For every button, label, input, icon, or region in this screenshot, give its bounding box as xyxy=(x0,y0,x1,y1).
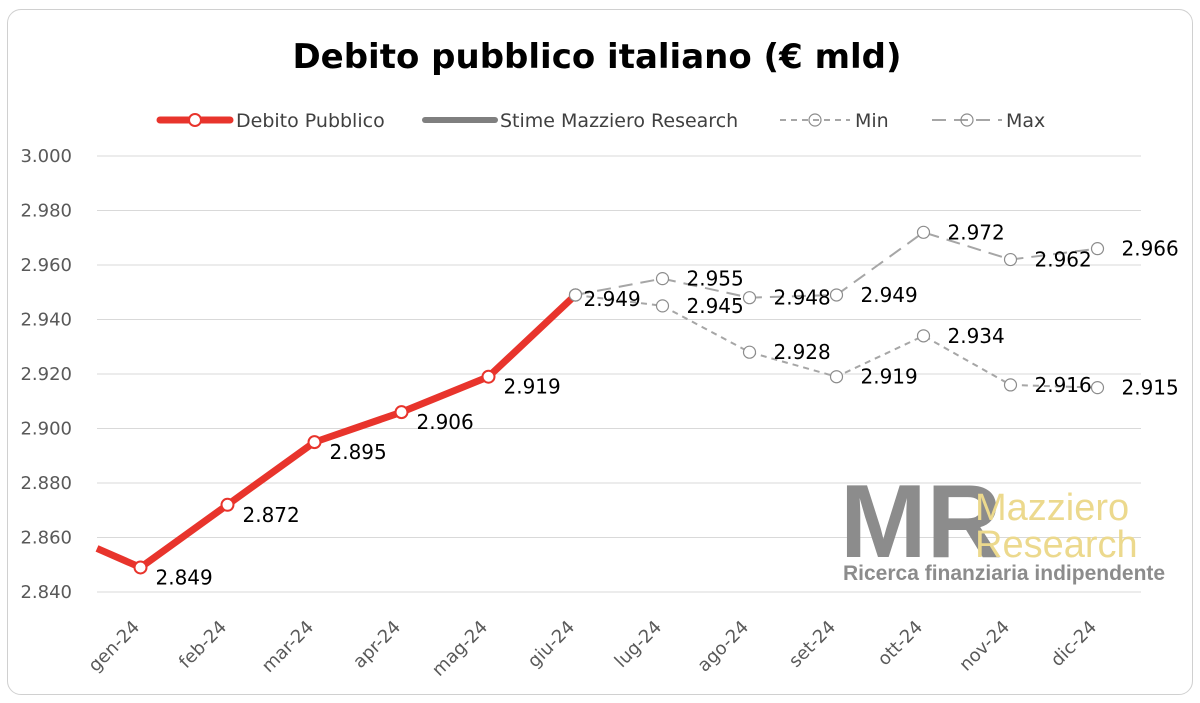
y-tick-label: 2.960 xyxy=(20,255,72,276)
legend-label: Debito Pubblico xyxy=(236,110,385,132)
x-tick-label: nov-24 xyxy=(955,617,1014,676)
data-point-max xyxy=(655,272,670,286)
gridlines xyxy=(97,155,1141,593)
y-axis: 2.840 2.860 2.880 2.900 2.920 2.940 2.960 2.980… xyxy=(20,146,72,603)
y-tick-label: 2.880 xyxy=(20,473,72,494)
x-tick-label: mag-24 xyxy=(428,617,492,681)
logo-mark: MR xyxy=(840,464,1002,580)
data-label-max: 2.962 xyxy=(1035,248,1092,272)
data-label-min: 2.934 xyxy=(948,324,1005,348)
y-tick-label: 2.940 xyxy=(20,310,72,331)
x-tick-label: ago-24 xyxy=(693,617,753,677)
data-point-debito-pubblico xyxy=(133,560,148,575)
x-tick-label: feb-24 xyxy=(175,617,231,673)
data-point-debito-pubblico xyxy=(481,369,496,384)
legend-label: Max xyxy=(1006,110,1045,132)
data-point-debito-pubblico xyxy=(394,405,409,420)
data-label-max: 2.955 xyxy=(687,267,744,291)
data-point-max xyxy=(829,288,844,302)
data-label-max: 2.949 xyxy=(861,283,918,307)
data-point-debito-pubblico xyxy=(220,497,235,512)
data-point-max xyxy=(1003,252,1018,267)
data-point-max xyxy=(916,225,931,239)
x-tick-label: gen-24 xyxy=(84,617,144,677)
x-tick-label: set-24 xyxy=(785,617,840,672)
y-tick-label: 2.840 xyxy=(20,582,72,603)
x-tick-label: mar-24 xyxy=(258,617,318,677)
data-label-debito-pubblico: 2.895 xyxy=(330,440,387,464)
mazziero-research-logo: MR Mazziero Research Ricerca finanziaria… xyxy=(840,464,1165,585)
x-axis: gen-24 feb-24 mar-24 apr-24 mag-24 giu-24 lug-… xyxy=(84,617,1101,681)
y-tick-label: 2.860 xyxy=(20,528,72,549)
legend-label: Min xyxy=(855,110,889,132)
data-labels: 2.849 2.872 2.895 2.906 2.919 2.945 2.928 2.919… xyxy=(156,220,1179,589)
data-point-max xyxy=(1090,242,1105,256)
legend-label: Stime Mazziero Research xyxy=(500,110,738,132)
data-label-debito-pubblico: 2.906 xyxy=(417,410,474,434)
data-label-min: 2.945 xyxy=(687,294,744,318)
logo-name-line2: Research xyxy=(975,524,1138,566)
data-point-min xyxy=(1090,381,1105,395)
x-tick-label: ott-24 xyxy=(874,617,927,670)
data-point-debito-pubblico xyxy=(568,288,583,302)
legend: Debito Pubblico Stime Mazziero Research Mi… xyxy=(156,110,1045,132)
logo-tagline: Ricerca finanziaria indipendente xyxy=(843,562,1165,585)
legend-swatch-marker xyxy=(808,113,822,127)
y-tick-label: 2.980 xyxy=(20,201,72,222)
data-point-min xyxy=(1003,378,1018,392)
data-label-min: 2.928 xyxy=(774,340,831,364)
data-label-min: 2.915 xyxy=(1122,376,1179,400)
x-tick-label: giu-24 xyxy=(524,617,579,672)
data-point-min xyxy=(655,299,670,313)
data-point-min xyxy=(916,329,931,343)
data-label-min: 2.916 xyxy=(1035,373,1092,397)
data-point-max xyxy=(742,291,757,305)
chart-title: Debito pubblico italiano (€ mld) xyxy=(292,37,901,77)
legend-swatch-marker xyxy=(188,113,202,127)
data-label-min: 2.919 xyxy=(861,365,918,389)
series-layer xyxy=(95,225,1105,575)
data-label-max: 2.948 xyxy=(774,286,831,310)
x-tick-label: dic-24 xyxy=(1047,617,1101,671)
x-tick-label: apr-24 xyxy=(349,617,405,673)
data-label-debito-pubblico: 2.919 xyxy=(504,375,561,399)
logo-name-line1: Mazziero xyxy=(975,487,1129,529)
data-label-max: 2.949 xyxy=(584,287,641,311)
y-tick-label: 2.920 xyxy=(20,364,72,385)
data-point-min xyxy=(742,345,757,359)
data-label-debito-pubblico: 2.849 xyxy=(156,565,213,589)
data-label-max: 2.966 xyxy=(1122,237,1179,261)
series-line-debito-pubblico xyxy=(95,292,578,571)
x-tick-label: lug-24 xyxy=(611,617,666,672)
data-point-min xyxy=(829,370,844,384)
y-tick-label: 3.000 xyxy=(20,146,72,167)
data-point-debito-pubblico xyxy=(307,435,322,450)
data-label-max: 2.972 xyxy=(948,220,1005,244)
legend-swatch-marker xyxy=(960,113,974,127)
data-label-debito-pubblico: 2.872 xyxy=(243,503,300,527)
y-tick-label: 2.900 xyxy=(20,419,72,440)
